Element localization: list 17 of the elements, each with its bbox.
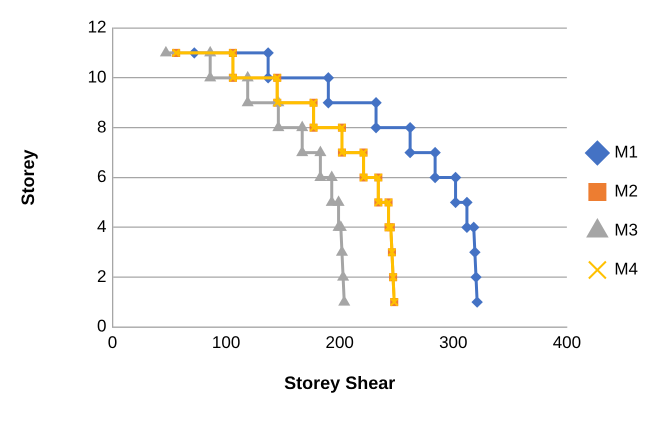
legend-label: M1: [614, 142, 638, 162]
y-tick-label: 8: [97, 117, 107, 136]
legend-label: M3: [614, 220, 638, 240]
x-tick-label: 300: [439, 332, 468, 352]
x-tick-label: 100: [212, 332, 240, 352]
y-tick-label: 6: [97, 167, 107, 186]
legend-label: M2: [614, 182, 638, 201]
y-axis-title: Storey: [18, 149, 38, 206]
x-tick-label: 400: [552, 332, 582, 352]
x-axis-title: Storey Shear: [284, 373, 396, 394]
y-tick-label: 0: [97, 316, 107, 336]
y-tick-label: 10: [88, 68, 107, 87]
y-tick-label: 4: [97, 217, 107, 236]
y-tick-label: 12: [88, 18, 107, 37]
x-tick-label: 200: [326, 332, 354, 352]
legend-label: M4: [614, 260, 638, 279]
y-tick-label: 2: [97, 266, 107, 286]
